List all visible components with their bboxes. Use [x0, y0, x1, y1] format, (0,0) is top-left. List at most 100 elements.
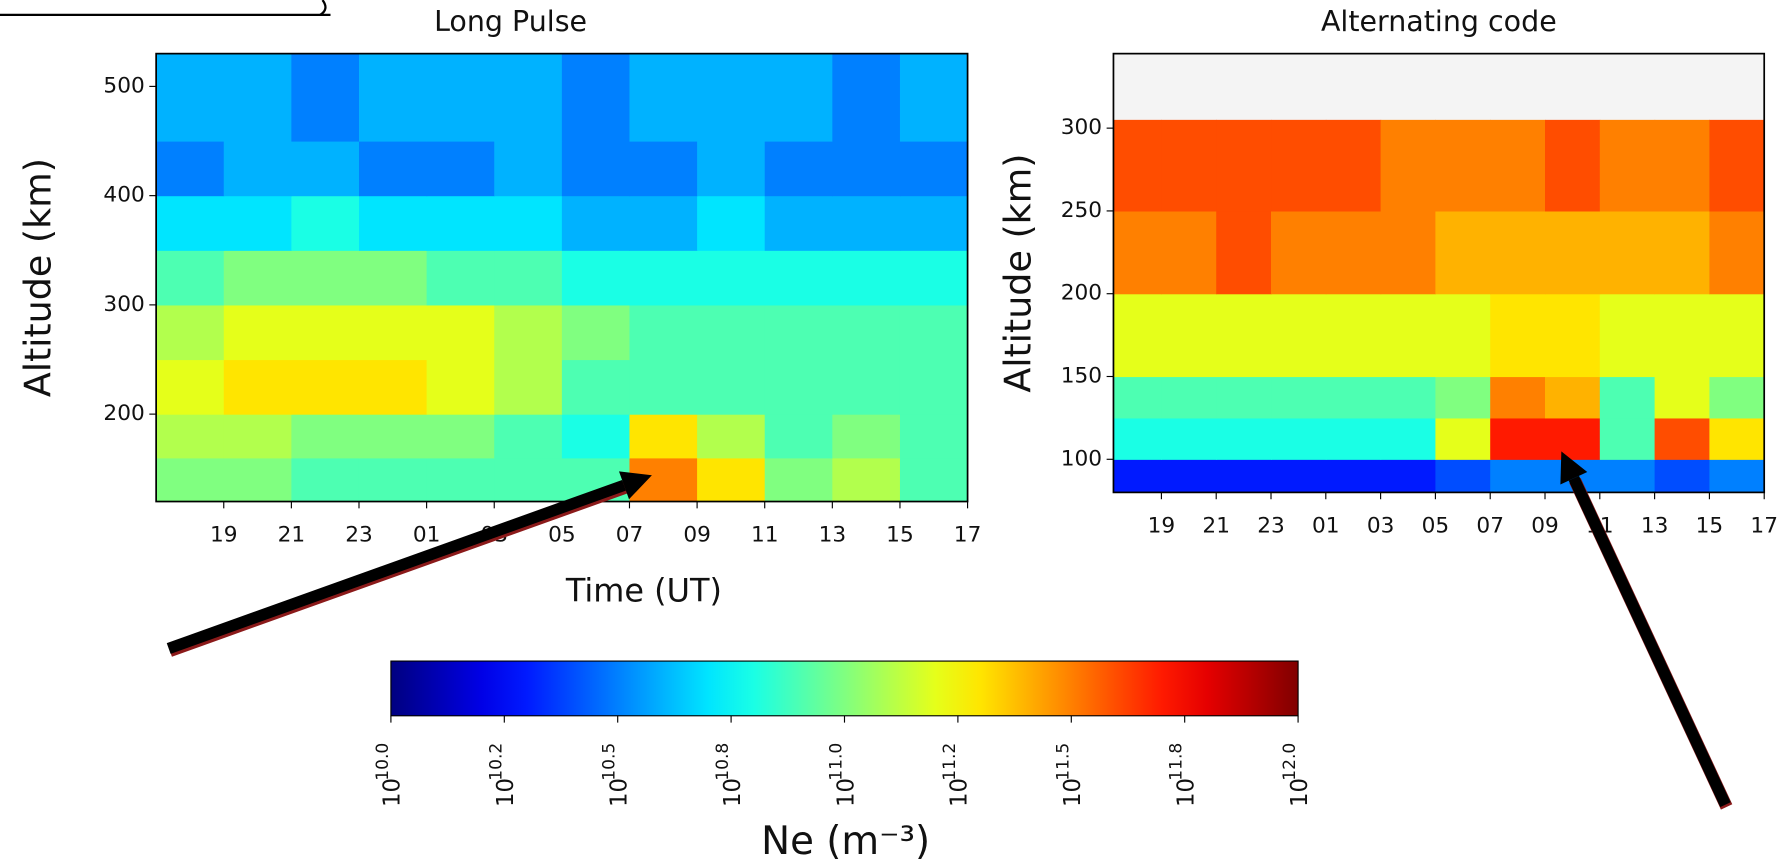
heatmap-cell — [494, 457, 563, 503]
x-tick-label: 21 — [278, 523, 306, 548]
x-tick-label: 07 — [616, 523, 644, 548]
tick-base: 10 — [493, 778, 519, 807]
heatmap-cell — [291, 414, 360, 459]
y-axis-label: Altitude (km) — [16, 158, 59, 397]
heatmap-cell — [1325, 119, 1382, 212]
heatmap-cell — [1435, 376, 1491, 419]
heatmap-cell — [156, 53, 225, 142]
tick-base: 10 — [380, 778, 406, 807]
heatmap-cell — [697, 141, 766, 197]
heatmap-cell — [764, 457, 833, 503]
heatmap-cell — [1709, 293, 1765, 378]
heatmap-cell — [1599, 293, 1656, 378]
heatmap-cell — [1113, 119, 1162, 212]
heatmap-cell — [899, 457, 969, 503]
heatmap-cell — [1161, 417, 1217, 460]
tick-base: 10 — [606, 778, 632, 807]
heatmap-cell — [1380, 417, 1436, 460]
tick-base: 10 — [720, 778, 746, 807]
heatmap-cell — [561, 250, 631, 306]
heatmap-cell — [1216, 210, 1272, 295]
heatmap-cell — [1490, 119, 1546, 212]
heatmap-cell — [223, 195, 292, 251]
heatmap-cell — [1325, 459, 1382, 493]
heatmap-cell — [1435, 119, 1491, 212]
x-tick-label: 05 — [548, 523, 576, 548]
tick-exponent: 10.8 — [713, 743, 733, 781]
heatmap-cell — [832, 414, 901, 459]
tick-exponent: 11.2 — [940, 743, 960, 781]
x-tick-label: 17 — [1750, 514, 1778, 539]
heatmap-cell — [494, 304, 563, 361]
heatmap-cell — [1490, 293, 1546, 378]
heatmap-cell — [629, 141, 698, 197]
heatmap-cell — [358, 250, 428, 306]
heatmap-cell — [1113, 417, 1162, 460]
heatmap-cell — [156, 195, 225, 251]
heatmap-cell — [358, 414, 428, 459]
heatmap-cell — [494, 250, 563, 306]
heatmap-cell — [1380, 293, 1436, 378]
arrow-shaft — [166, 479, 626, 654]
heatmap-cell — [764, 414, 833, 459]
heatmap-cell — [1545, 376, 1601, 419]
heatmap-cell — [629, 250, 698, 306]
heatmap-cell — [629, 195, 698, 251]
tick-exponent: 11.8 — [1167, 743, 1187, 781]
x-tick-label: 01 — [1312, 514, 1340, 539]
heatmap-cell — [426, 53, 495, 142]
y-tick-label: 100 — [1061, 446, 1102, 471]
heatmap-cell — [1709, 210, 1765, 295]
heatmap-cell — [899, 250, 969, 306]
heatmap-cell — [1113, 376, 1162, 419]
heatmap-cell — [426, 414, 495, 459]
y-tick-label: 250 — [1061, 198, 1102, 223]
heatmap-cell — [764, 53, 833, 142]
heatmap-cell — [1709, 119, 1765, 212]
heatmap-cell — [899, 359, 969, 415]
y-tick-label: 150 — [1061, 364, 1102, 389]
heatmap-cell — [697, 250, 766, 306]
heatmap-cell — [1599, 459, 1656, 493]
heatmap-cell — [494, 414, 563, 459]
panel-title: Long Pulse — [434, 5, 587, 38]
heatmap-cell — [494, 195, 563, 251]
y-tick-label: 500 — [103, 73, 144, 98]
y-tick-label: 200 — [103, 401, 144, 426]
heatmap-cell — [291, 141, 360, 197]
heatmap-cell — [156, 304, 225, 361]
colorbar — [390, 660, 1299, 717]
heatmap-cell — [426, 304, 495, 361]
heatmap-cell — [291, 457, 360, 503]
x-tick-label: 09 — [683, 523, 711, 548]
heatmap-cell — [561, 53, 631, 142]
heatmap-cell — [629, 359, 698, 415]
heatmap-cell — [899, 141, 969, 197]
y-tick-label: 200 — [1061, 281, 1102, 306]
x-tick-label: 11 — [751, 523, 779, 548]
heatmap-cell — [1654, 293, 1710, 378]
heatmap-cell — [1216, 119, 1272, 212]
x-tick-label: 21 — [1202, 514, 1230, 539]
heatmap-cell — [832, 250, 901, 306]
x-tick-label: 01 — [413, 523, 441, 548]
heatmap-cell — [1271, 293, 1327, 378]
x-tick-label: 07 — [1476, 514, 1504, 539]
heatmap-cell — [629, 414, 698, 459]
heatmap-cell — [1161, 210, 1217, 295]
heatmap-cell — [1599, 417, 1656, 460]
heatmap-cell — [899, 414, 969, 459]
heatmap-cell — [832, 53, 901, 142]
heatmap-cell — [832, 457, 901, 503]
heatmap-cell — [1709, 459, 1765, 493]
heatmap-cell — [1435, 417, 1491, 460]
heatmap-cell — [1380, 459, 1436, 493]
heatmap-cell — [1271, 376, 1327, 419]
heatmap-cell — [1325, 210, 1382, 295]
heatmap-cell — [561, 141, 631, 197]
